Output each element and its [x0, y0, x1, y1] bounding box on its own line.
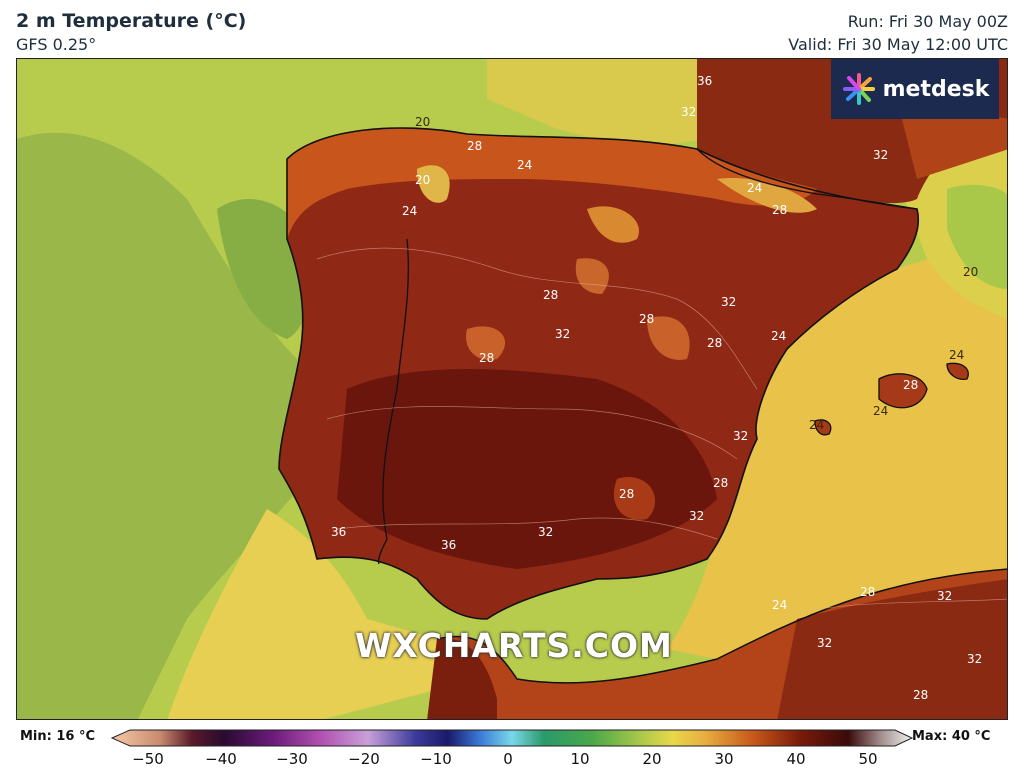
run-time: Run: Fri 30 May 00Z — [847, 12, 1008, 31]
contour-label: 20 — [415, 115, 430, 129]
contour-label: 28 — [639, 312, 654, 326]
menorca-coast — [946, 362, 969, 380]
colorbar-tick: 40 — [786, 750, 806, 768]
ibiza-coast — [814, 419, 832, 436]
colorbar-max-label: Max: 40 °C — [912, 729, 991, 744]
contour-label: 28 — [903, 378, 918, 392]
contour-label: 24 — [873, 404, 888, 418]
colorbar-tick: 10 — [570, 750, 590, 768]
contour-label: 24 — [772, 598, 787, 612]
contour-label: 32 — [873, 148, 888, 162]
contour-label: 32 — [733, 429, 748, 443]
isotherm-line — [326, 406, 738, 460]
france-east-area — [897, 99, 1007, 179]
wxcharts-watermark: WXCHARTS.COM — [355, 626, 673, 665]
colorbar-tick: −30 — [276, 750, 308, 768]
contour-label: 32 — [555, 327, 570, 341]
colorbar-gradient — [110, 729, 914, 747]
contour-labels: 36 32 20 28 24 20 24 28 24 32 28 32 32 2… — [331, 74, 982, 702]
colorbar-tick: 30 — [714, 750, 734, 768]
iberia-coastline — [278, 127, 920, 620]
colorbar-tick: −50 — [132, 750, 164, 768]
contour-label: 28 — [713, 476, 728, 490]
metdesk-logo: metdesk — [831, 59, 999, 119]
portugal-spain-border — [377, 238, 409, 565]
contour-label: 36 — [441, 538, 456, 552]
colorbar-tick: 50 — [858, 750, 878, 768]
contour-label: 24 — [949, 348, 964, 362]
contour-label: 28 — [772, 203, 787, 217]
contour-label: 32 — [721, 295, 736, 309]
contour-label: 36 — [697, 74, 712, 88]
temperature-map: 36 32 20 28 24 20 24 28 24 32 28 32 32 2… — [16, 58, 1008, 720]
africa-coastline — [436, 568, 1007, 684]
contour-label: 32 — [937, 589, 952, 603]
contour-label: 28 — [543, 288, 558, 302]
contour-label: 24 — [517, 158, 532, 172]
contour-label: 28 — [860, 585, 875, 599]
metdesk-logo-text: metdesk — [882, 76, 990, 102]
contour-label: 24 — [771, 329, 786, 343]
morocco-hot — [427, 638, 497, 719]
contour-label: 28 — [467, 139, 482, 153]
algeria-hot — [777, 579, 1007, 719]
isotherm-line — [336, 517, 718, 540]
biscay-warm-zone — [487, 59, 707, 149]
contour-label: 28 — [707, 336, 722, 350]
north-coast-mild — [287, 127, 817, 239]
murcia-mild-patch — [613, 477, 656, 520]
contour-label: 20 — [415, 173, 430, 187]
contour-label: 32 — [689, 509, 704, 523]
isotherm-line — [316, 247, 758, 390]
isotherm-line — [776, 598, 1007, 620]
metdesk-burst-icon — [842, 73, 875, 105]
contour-label: 24 — [809, 418, 824, 432]
menorca-land — [947, 363, 969, 380]
contour-label: 36 — [331, 525, 346, 539]
contour-label: 32 — [681, 105, 696, 119]
ibiza-land — [815, 419, 831, 435]
cadiz-warm-zone — [167, 509, 477, 719]
basque-mild-patch — [587, 206, 639, 243]
valid-time: Valid: Fri 30 May 12:00 UTC — [788, 35, 1008, 54]
contour-label: 32 — [817, 636, 832, 650]
contour-label: 20 — [963, 265, 978, 279]
colorbar-tick: −20 — [348, 750, 380, 768]
colorbar-tick: 0 — [503, 750, 513, 768]
contour-label: 24 — [747, 181, 762, 195]
cantabria-cool-patch — [417, 165, 450, 203]
gulf-lion-cool — [947, 184, 1007, 289]
teruel-mild-patch — [647, 316, 690, 360]
mediterranean-warm-zone — [667, 239, 1007, 659]
map-title: 2 m Temperature (°C) — [16, 10, 247, 32]
contour-label: 28 — [479, 351, 494, 365]
colorbar-tick: 20 — [642, 750, 662, 768]
colorbar-min-label: Min: 16 °C — [20, 729, 96, 744]
central-mild-patch — [466, 326, 506, 360]
contour-label: 28 — [913, 688, 928, 702]
contour-label: 28 — [619, 487, 634, 501]
map-canvas: 36 32 20 28 24 20 24 28 24 32 28 32 32 2… — [17, 59, 1007, 719]
contour-label: 24 — [402, 204, 417, 218]
contour-label: 32 — [967, 652, 982, 666]
colorbar-tick: −40 — [205, 750, 237, 768]
pyrenees-border — [696, 148, 918, 210]
mallorca-land — [879, 373, 927, 408]
model-label: GFS 0.25° — [16, 35, 97, 54]
pyrenees-mild — [717, 178, 817, 213]
colorbar: Min: 16 °C — [0, 724, 1024, 784]
colorbar-tick: −10 — [420, 750, 452, 768]
contour-label: 32 — [538, 525, 553, 539]
mallorca-coast — [878, 373, 928, 409]
